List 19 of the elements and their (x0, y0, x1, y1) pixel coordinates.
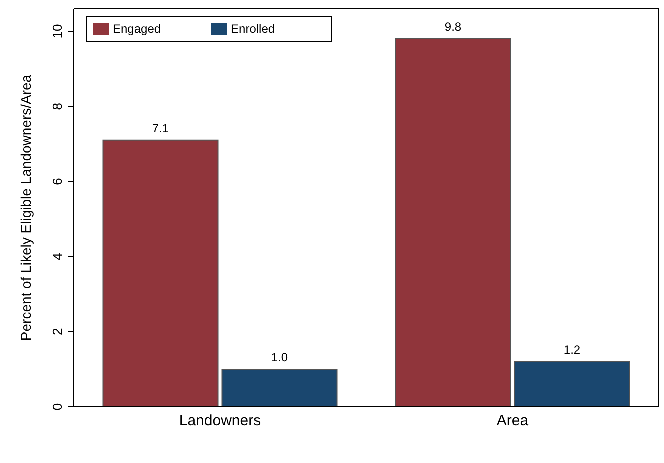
y-tick-label: 8 (50, 103, 65, 110)
bar (514, 361, 630, 407)
y-tick-label: 2 (50, 328, 65, 336)
data-label: 7.1 (152, 121, 170, 136)
x-tick-label: Area (496, 412, 530, 430)
legend-label: Engaged (113, 22, 162, 36)
y-axis-title: Percent of Likely Eligible Landowners/Area (18, 74, 34, 342)
legend-label: Enrolled (231, 22, 276, 36)
y-tick-label: 4 (50, 253, 65, 260)
y-tick-label: 10 (50, 24, 65, 39)
data-label: 9.8 (444, 20, 462, 34)
x-tick-label: Landowners (179, 412, 262, 430)
y-tick-label: 0 (50, 403, 65, 411)
bar (102, 140, 219, 407)
data-label: 1.2 (564, 342, 581, 357)
y-tick-label: 6 (50, 178, 65, 186)
bar (222, 368, 338, 407)
data-label: 1.0 (271, 350, 288, 364)
bar (395, 38, 512, 407)
